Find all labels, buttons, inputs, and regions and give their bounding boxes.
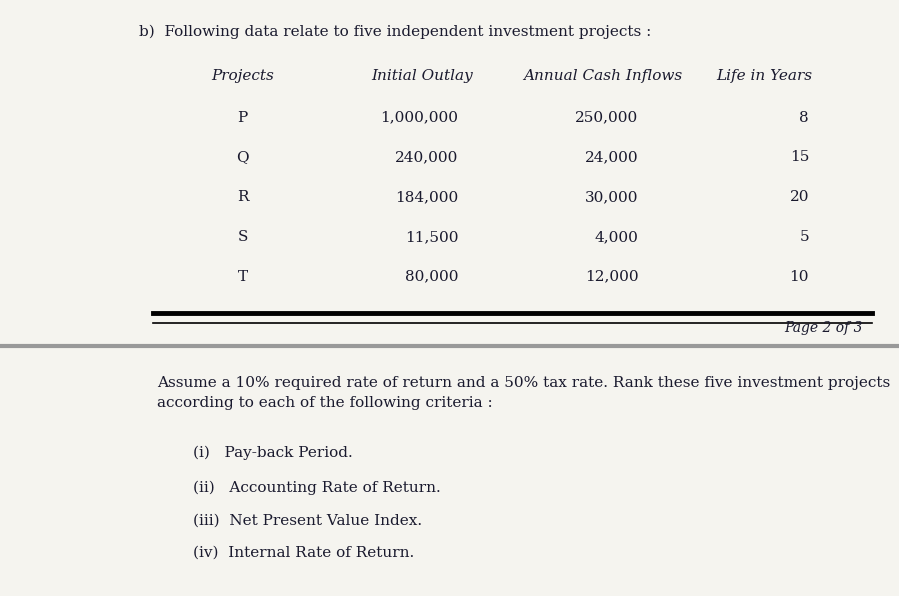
Text: S: S [237,230,248,244]
Text: 24,000: 24,000 [584,150,638,164]
Text: Initial Outlay: Initial Outlay [371,69,474,83]
Text: 12,000: 12,000 [584,269,638,284]
Text: Projects: Projects [211,69,274,83]
Text: b)  Following data relate to five independent investment projects :: b) Following data relate to five indepen… [139,24,652,39]
Text: 250,000: 250,000 [575,111,638,125]
Text: Page 2 of 3: Page 2 of 3 [785,321,863,336]
Text: T: T [237,269,248,284]
Text: Life in Years: Life in Years [717,69,812,83]
Text: 240,000: 240,000 [396,150,458,164]
Text: (ii)   Accounting Rate of Return.: (ii) Accounting Rate of Return. [193,481,441,495]
Text: (iv)  Internal Rate of Return.: (iv) Internal Rate of Return. [193,546,414,560]
Text: 30,000: 30,000 [584,190,638,204]
Text: 4,000: 4,000 [594,230,638,244]
Text: 184,000: 184,000 [396,190,458,204]
Text: (iii)  Net Present Value Index.: (iii) Net Present Value Index. [193,513,423,527]
Text: Assume a 10% required rate of return and a 50% tax rate. Rank these five investm: Assume a 10% required rate of return and… [157,375,891,410]
Text: 15: 15 [789,150,809,164]
Text: 20: 20 [789,190,809,204]
Text: Annual Cash Inflows: Annual Cash Inflows [522,69,682,83]
Text: (i)   Pay-back Period.: (i) Pay-back Period. [193,446,353,460]
Text: P: P [237,111,248,125]
Text: 10: 10 [789,269,809,284]
Text: 5: 5 [799,230,809,244]
Text: 1,000,000: 1,000,000 [380,111,458,125]
Text: R: R [237,190,248,204]
Text: 80,000: 80,000 [405,269,458,284]
Text: 8: 8 [799,111,809,125]
Text: 11,500: 11,500 [405,230,458,244]
Text: Q: Q [236,150,249,164]
